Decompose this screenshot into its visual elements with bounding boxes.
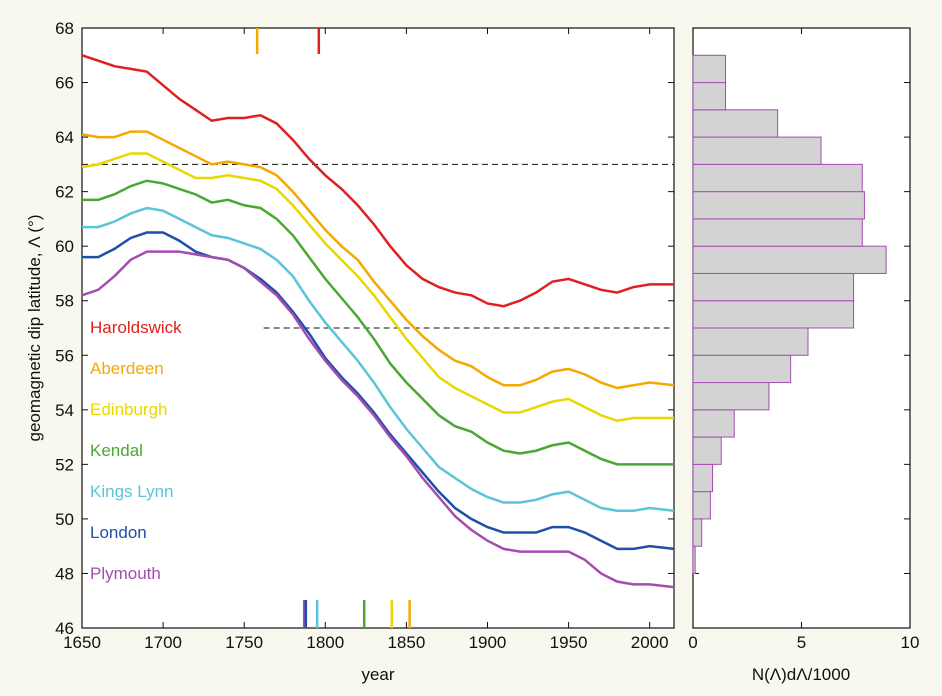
series-line (81, 130, 675, 390)
y-tick-label: 50 (55, 510, 74, 529)
x-tick-label: 1850 (387, 633, 425, 652)
y-tick-label: 62 (55, 183, 74, 202)
x-tick-label: 1750 (225, 633, 263, 652)
legend-label: Aberdeen (90, 359, 164, 378)
histogram-bar (692, 218, 863, 247)
y-axis-label: geomagnetic dip latitude, Λ (°) (25, 214, 44, 441)
x-tick-label: 1800 (306, 633, 344, 652)
y-tick-label: 60 (55, 237, 74, 256)
legend-label: Plymouth (90, 564, 161, 583)
y-tick-label: 46 (55, 619, 74, 638)
series-line (82, 179, 674, 466)
x-tick-label: 1650 (63, 633, 101, 652)
histogram-bar (692, 54, 727, 84)
y-tick-label: 56 (55, 346, 74, 365)
series-line (81, 54, 674, 308)
x-tick-label: 1950 (550, 633, 588, 652)
histogram-bar (692, 82, 727, 111)
histogram-bar (692, 382, 770, 411)
y-tick-label: 54 (55, 401, 74, 420)
x-tick-label: 10 (901, 633, 920, 652)
hist-x-axis-label: N(Λ)dΛ/1000 (752, 665, 850, 684)
histogram-bar (692, 327, 809, 356)
histogram-bar (692, 272, 855, 302)
series-line (81, 250, 675, 589)
histogram-bar (692, 245, 887, 274)
y-tick-label: 58 (55, 292, 74, 311)
legend-label: London (90, 523, 147, 542)
x-tick-label: 5 (797, 633, 806, 652)
histogram-bar (692, 436, 722, 465)
histogram-bar (692, 136, 822, 165)
histogram-bar (692, 545, 696, 574)
histogram-bar (692, 518, 703, 547)
series-line (82, 231, 675, 551)
x-tick-label: 2000 (631, 633, 669, 652)
histogram-bar (692, 163, 863, 193)
histogram-bar (692, 300, 855, 329)
histogram-bar (692, 354, 792, 384)
histogram-bar (692, 409, 735, 438)
x-tick-label: 0 (688, 633, 697, 652)
x-tick-label: 1700 (144, 633, 182, 652)
histogram-bar (692, 463, 714, 493)
legend-label: Kendal (90, 441, 143, 460)
y-tick-label: 52 (55, 455, 74, 474)
y-tick-label: 48 (55, 564, 74, 583)
histogram-bar (692, 109, 779, 138)
histogram-bar (692, 491, 711, 520)
series-line (81, 152, 674, 423)
y-tick-label: 66 (55, 74, 74, 93)
legend-label: Haroldswick (90, 318, 182, 337)
y-tick-label: 68 (55, 19, 74, 38)
x-tick-label: 1900 (469, 633, 507, 652)
x-axis-label: year (361, 665, 394, 684)
series-line (82, 206, 675, 512)
legend-label: Kings Lynn (90, 482, 173, 501)
legend-label: Edinburgh (90, 400, 168, 419)
histogram-bar (692, 191, 865, 220)
y-tick-label: 64 (55, 128, 74, 147)
